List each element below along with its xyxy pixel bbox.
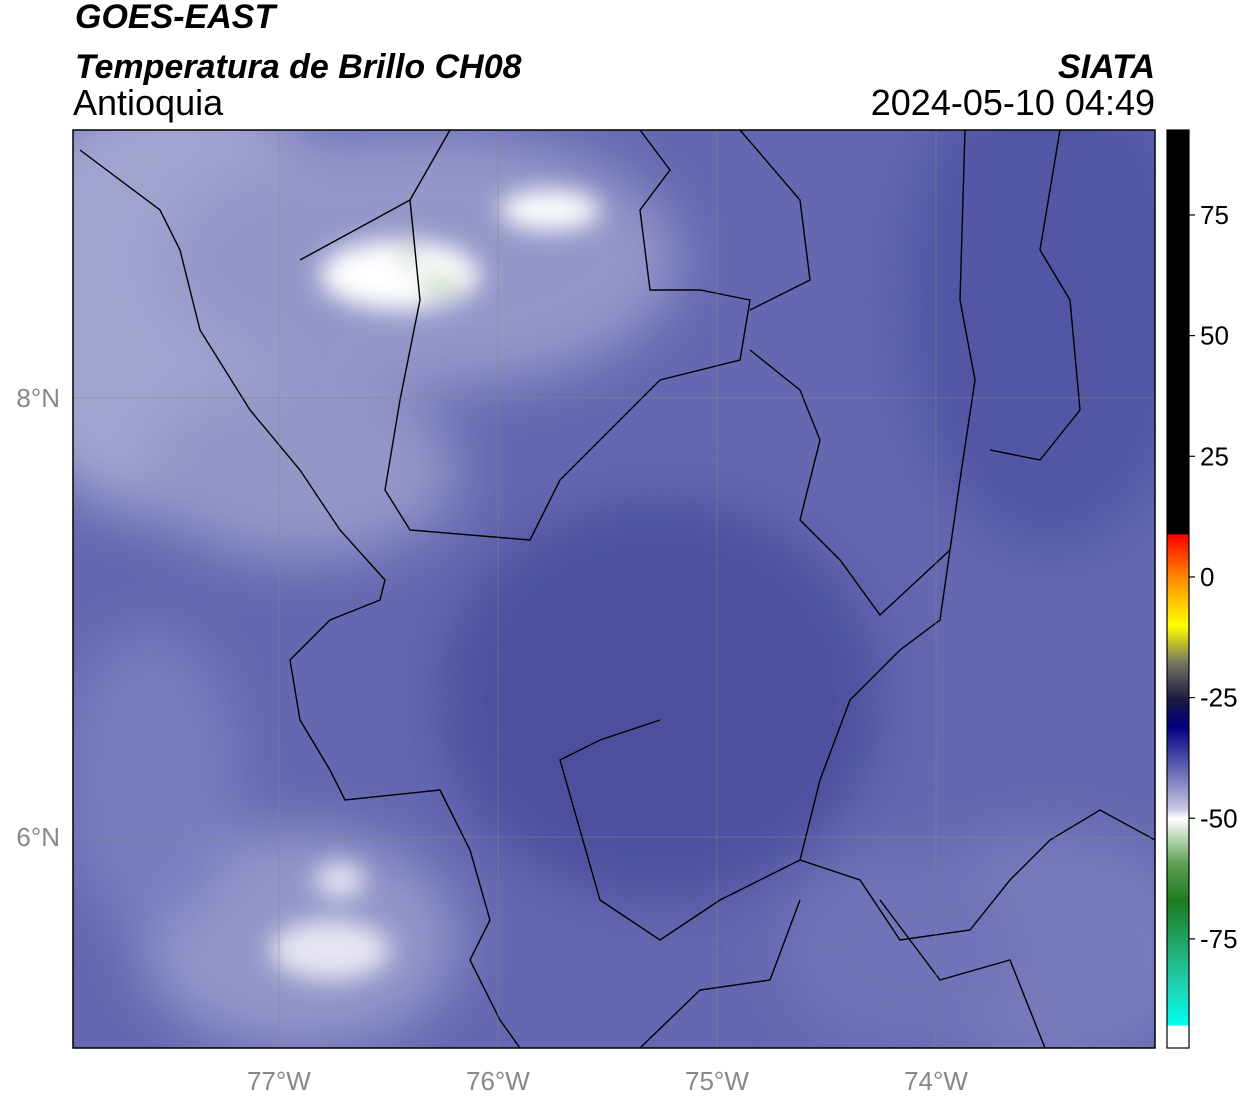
colorbar-tick-label: -25 xyxy=(1200,683,1238,713)
x-tick-label: 76°W xyxy=(466,1066,530,1096)
x-tick-label: 74°W xyxy=(904,1066,968,1096)
y-tick-label: 6°N xyxy=(16,822,60,852)
colorbar-tick-label: -75 xyxy=(1200,924,1238,954)
x-tick-label: 75°W xyxy=(685,1066,749,1096)
x-tick-label: 77°W xyxy=(247,1066,311,1096)
colorbar-ticks: 75 50 25 0 -25 -50 -75 xyxy=(1189,200,1238,954)
region: Antioquia xyxy=(73,82,224,123)
grid xyxy=(73,130,1155,1048)
map-image xyxy=(73,130,1155,1048)
product: Temperatura de Brillo CH08 xyxy=(75,48,522,86)
datetime: 2024-05-10 04:49 xyxy=(871,82,1155,123)
colorbar xyxy=(1166,129,1190,1049)
colorbar-tick-label: 75 xyxy=(1200,200,1229,230)
colorbar-tick-label: 0 xyxy=(1200,562,1214,592)
colorbar-tick-label: -50 xyxy=(1200,803,1238,833)
colorbar-tick-label: 25 xyxy=(1200,441,1229,471)
colorbar-tick-label: 50 xyxy=(1200,321,1229,351)
y-tick-label: 8°N xyxy=(16,383,60,413)
map-frame xyxy=(72,129,1156,1049)
agency: SIATA xyxy=(1058,48,1155,86)
source: GOES-EAST xyxy=(75,0,278,36)
